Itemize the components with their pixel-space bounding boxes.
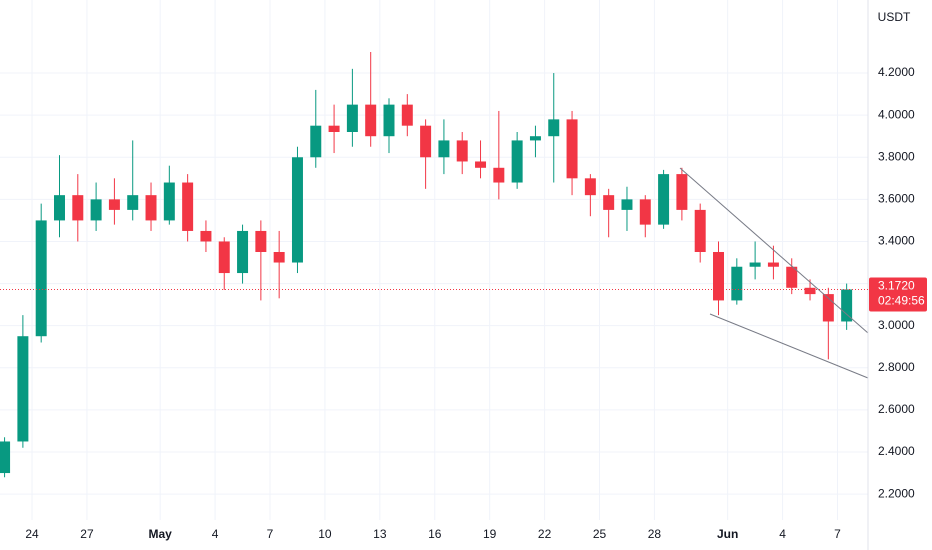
candle-body (200, 230, 212, 242)
candle-body (713, 252, 724, 301)
candle-body (511, 140, 523, 183)
x-tick-label: 24 (25, 527, 39, 541)
candle-body (108, 199, 120, 210)
candle-body (822, 294, 834, 322)
candle-body (273, 252, 285, 263)
countdown-label: 02:49:56 (878, 294, 925, 308)
candle-body (365, 104, 377, 137)
candle-body (401, 104, 413, 126)
candle-body (493, 167, 505, 183)
x-tick-label: 4 (779, 527, 786, 541)
y-tick-label: 4.0000 (878, 107, 915, 121)
y-tick-label: 4.2000 (878, 65, 915, 79)
candle-body (584, 178, 596, 196)
candle-body (767, 262, 779, 267)
candle-body (438, 140, 450, 158)
candle-body (218, 241, 230, 274)
candle-body (163, 182, 175, 221)
y-tick-label: 2.6000 (878, 402, 915, 416)
candle-body (639, 199, 651, 225)
candle-body (475, 161, 487, 168)
x-tick-label: 7 (834, 527, 841, 541)
y-tick-label: 3.6000 (878, 192, 915, 206)
candle-body (17, 336, 29, 442)
candle-body (127, 195, 139, 210)
candle-body (749, 262, 761, 267)
candle-body (35, 220, 47, 337)
x-tick-label: 7 (267, 527, 274, 541)
candle-body (621, 199, 633, 210)
x-tick-label: May (149, 527, 173, 541)
candle-body (328, 125, 340, 132)
candle-body (90, 199, 102, 221)
y-tick-label: 2.8000 (878, 360, 915, 374)
candle-body (72, 195, 84, 221)
x-tick-label: 22 (538, 527, 552, 541)
candle-body (237, 230, 249, 274)
x-tick-label: 25 (593, 527, 607, 541)
candle-body (346, 104, 358, 132)
candle-body (658, 174, 670, 225)
last-price-label: 3.1720 (878, 279, 915, 293)
candle-body (0, 441, 11, 474)
trend-line (709, 313, 869, 379)
candle-body (291, 157, 303, 263)
candle-body (841, 289, 853, 322)
x-tick-label: 27 (80, 527, 94, 541)
candle-body (383, 104, 395, 137)
x-tick-label: 16 (428, 527, 442, 541)
x-tick-label: 13 (373, 527, 387, 541)
candle-body (456, 140, 468, 162)
y-tick-label: 3.0000 (878, 318, 915, 332)
candle-body (255, 230, 267, 252)
x-tick-label: Jun (717, 527, 738, 541)
candle-body (676, 174, 688, 210)
candle-body (182, 182, 194, 231)
candle-body (694, 209, 706, 252)
y-tick-label: 2.2000 (878, 486, 915, 500)
candle-body (420, 125, 432, 158)
y-tick-label: 2.4000 (878, 444, 915, 458)
candle-body (731, 266, 743, 301)
y-tick-label: 3.4000 (878, 234, 915, 248)
x-tick-label: 28 (648, 527, 662, 541)
candle-body (310, 125, 322, 158)
currency-label: USDT (878, 10, 911, 24)
candle-body (529, 136, 541, 141)
candle-body (145, 195, 157, 221)
x-tick-label: 19 (483, 527, 497, 541)
trend-line (679, 167, 869, 334)
x-tick-label: 4 (212, 527, 219, 541)
candle-body (804, 287, 816, 295)
candle-body (54, 195, 65, 221)
candle-body (566, 119, 578, 179)
candle-body (603, 195, 615, 210)
x-tick-label: 10 (318, 527, 332, 541)
candle-body (786, 266, 798, 288)
price-tag (869, 277, 927, 312)
y-tick-label: 3.8000 (878, 149, 915, 163)
candle-body (548, 119, 560, 137)
